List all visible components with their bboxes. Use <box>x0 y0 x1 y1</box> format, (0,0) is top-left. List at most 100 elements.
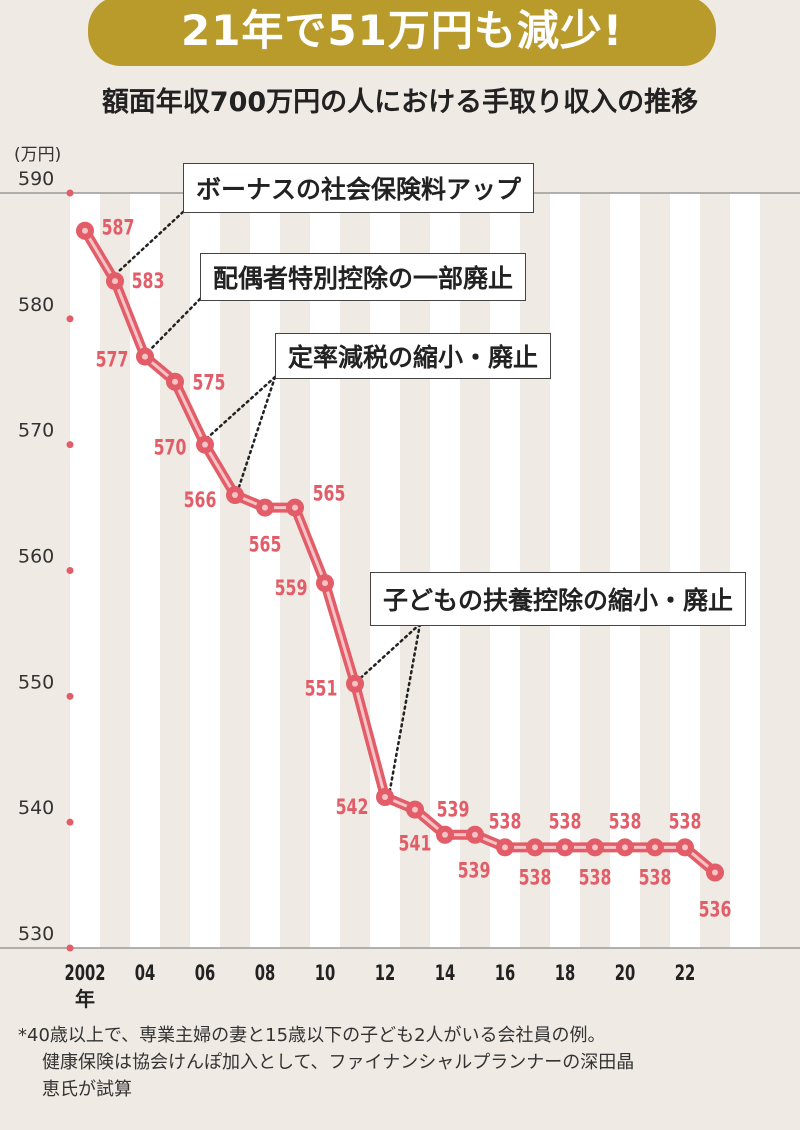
x-tick-label: 16 <box>495 962 516 985</box>
annotation-dependent-deduction: 子どもの扶養控除の縮小・廃止 <box>370 572 747 626</box>
y-tick-dot <box>66 189 74 197</box>
footnote-line: 健康保険は協会けんぽ加入として、ファイナンシャルプランナーの深田晶 <box>42 1052 635 1073</box>
data-point-center <box>112 278 118 285</box>
series-line-highlight <box>83 229 716 874</box>
data-label: 538 <box>609 810 642 834</box>
x-tick-label: 06 <box>195 962 216 985</box>
data-point-center <box>502 844 508 851</box>
x-axis-label: 年 <box>75 987 95 1011</box>
y-tick-dot <box>66 692 74 700</box>
data-label: 538 <box>489 810 522 834</box>
y-tick-label: 580 <box>18 294 54 316</box>
grid-stripe <box>190 193 220 948</box>
data-label: 538 <box>549 810 582 834</box>
data-point-center <box>682 844 688 851</box>
grid-stripe <box>250 193 280 948</box>
y-tick-dot <box>66 315 74 323</box>
y-tick-dot <box>66 944 74 952</box>
annotation-leader-line <box>388 622 422 792</box>
chart-title: 額面年収700万円の人における手取り収入の推移 <box>101 87 699 118</box>
data-point-center <box>442 831 448 838</box>
grid-stripe <box>730 193 760 948</box>
grid-stripe <box>610 193 640 948</box>
annotation-leader-line <box>236 375 277 492</box>
data-point-center <box>652 844 658 851</box>
data-point-center <box>82 227 88 234</box>
annotation-tax-reduction: 定率減税の縮小・廃止 <box>275 333 552 379</box>
data-label: 577 <box>96 348 129 372</box>
data-label: 565 <box>249 533 282 557</box>
data-point-center <box>172 378 178 385</box>
footnote-line: 恵氏が試算 <box>42 1079 132 1100</box>
data-label: 538 <box>519 866 552 890</box>
data-point-center <box>622 844 628 851</box>
data-point-center <box>262 504 268 511</box>
grid-stripe <box>550 193 580 948</box>
x-tick-label: 10 <box>315 962 336 985</box>
annotation-leader-line <box>116 210 185 274</box>
data-label: 587 <box>102 217 135 241</box>
annotation-leader-line <box>143 297 202 357</box>
grid-stripe <box>70 193 100 948</box>
annotation-spouse-deduction: 配偶者特別控除の一部廃止 <box>200 253 527 301</box>
y-axis-unit: (万円) <box>14 145 62 165</box>
annotation-leader-line <box>353 622 422 685</box>
data-point-center <box>292 504 298 511</box>
x-tick-label: 18 <box>555 962 576 985</box>
annotation-bonus-insurance: ボーナスの社会保険料アップ <box>183 163 535 213</box>
x-tick-label: 22 <box>675 962 696 985</box>
y-tick-dot <box>66 818 74 826</box>
data-label: 565 <box>313 482 346 506</box>
annotation-leader-line <box>203 375 277 442</box>
y-tick-label: 590 <box>18 168 54 190</box>
y-tick-label: 560 <box>18 546 54 568</box>
data-label: 559 <box>275 577 308 601</box>
data-label: 541 <box>399 832 432 856</box>
data-point-center <box>352 680 358 687</box>
x-tick-label: 20 <box>615 962 636 985</box>
data-point-center <box>412 806 418 813</box>
y-tick-label: 570 <box>18 420 54 442</box>
grid-stripe <box>670 193 700 948</box>
data-label: 538 <box>669 810 702 834</box>
data-point-center <box>142 353 148 360</box>
x-tick-label: 2002 <box>64 962 105 985</box>
footnote-line: *40歳以上で、専業主婦の妻と15歳以下の子ども2人がいる会社員の例。 <box>18 1025 606 1046</box>
grid-stripe <box>490 193 520 948</box>
data-point-center <box>712 869 718 876</box>
data-label: 539 <box>458 860 491 884</box>
data-label: 551 <box>305 678 338 702</box>
data-label: 538 <box>639 866 672 890</box>
data-label: 538 <box>579 866 612 890</box>
data-point-center <box>202 441 208 448</box>
data-point-center <box>382 794 388 800</box>
data-label: 566 <box>184 489 217 513</box>
data-point-center <box>562 844 568 851</box>
data-label: 570 <box>154 437 187 461</box>
data-label: 536 <box>699 898 732 922</box>
data-point-center <box>472 831 478 838</box>
x-tick-label: 14 <box>435 962 456 985</box>
plot-edge <box>760 150 800 950</box>
data-label: 539 <box>437 799 470 823</box>
data-point-center <box>592 844 598 851</box>
data-point-center <box>232 492 238 498</box>
y-tick-label: 540 <box>18 797 54 819</box>
grid-stripe <box>370 193 400 948</box>
data-label: 583 <box>132 270 165 294</box>
y-tick-label: 550 <box>18 671 54 693</box>
x-tick-label: 04 <box>135 962 156 985</box>
y-tick-dot <box>66 441 74 449</box>
x-tick-label: 12 <box>375 962 396 985</box>
footnote: *40歳以上で、専業主婦の妻と15歳以下の子ども2人がいる会社員の例。 健康保険… <box>18 1022 634 1103</box>
grid-stripe <box>130 193 160 948</box>
y-tick-dot <box>66 567 74 574</box>
data-label: 542 <box>336 796 369 820</box>
data-point-center <box>532 844 538 851</box>
y-tick-label: 530 <box>18 923 54 945</box>
data-point-center <box>322 580 328 587</box>
data-label: 575 <box>193 372 226 396</box>
headline-banner: 21年で51万円も減少! <box>88 0 716 66</box>
